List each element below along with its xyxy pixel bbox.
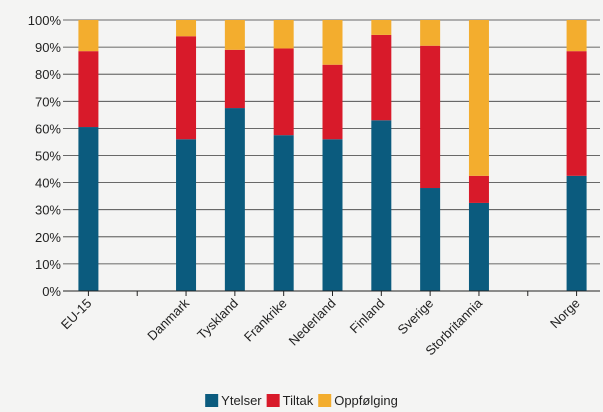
- bar-segment: [371, 20, 392, 35]
- x-tick-label: Tyskland: [194, 296, 241, 343]
- bar-segment: [273, 20, 294, 49]
- y-tick-label: 10%: [35, 257, 61, 272]
- y-tick-label: 20%: [35, 230, 61, 245]
- bar-segment: [420, 45, 441, 189]
- bar-segment: [78, 51, 99, 128]
- bar-segment: [273, 135, 294, 291]
- bar-segment: [420, 188, 441, 291]
- y-tick-label: 100%: [28, 13, 62, 28]
- bar-segment: [224, 20, 245, 50]
- legend-swatch: [318, 394, 332, 407]
- bar-segment: [371, 34, 392, 121]
- x-tick-label: EU-15: [58, 296, 95, 333]
- y-tick-label: 60%: [35, 121, 61, 136]
- y-tick-label: 90%: [35, 40, 61, 55]
- bar-segment: [566, 20, 587, 52]
- bar-segment: [468, 202, 489, 291]
- y-tick-label: 80%: [35, 67, 61, 82]
- bar-segment: [371, 120, 392, 292]
- legend-label: Tiltak: [283, 393, 314, 408]
- legend: Ytelser Tiltak Oppfølging: [205, 393, 398, 408]
- bar-segment: [273, 48, 294, 136]
- x-tick-label: Nederland: [286, 296, 339, 349]
- x-tick-label: Sverige: [394, 296, 436, 338]
- legend-swatch: [266, 394, 280, 407]
- bar-segment: [566, 51, 587, 176]
- bar-segment: [224, 49, 245, 109]
- x-tick-label: Danmark: [144, 295, 192, 343]
- bar-segment: [322, 64, 343, 140]
- x-tick-label: Finland: [347, 296, 388, 337]
- bar-segment: [566, 175, 587, 291]
- x-tick-label: Frankrike: [241, 296, 290, 345]
- legend-label: Ytelser: [221, 393, 262, 408]
- bar-segment: [224, 108, 245, 291]
- bar-segment: [176, 20, 197, 37]
- bar-segment: [78, 127, 99, 291]
- legend-label: Oppfølging: [334, 393, 398, 408]
- bar-segment: [420, 20, 441, 46]
- bar-segment: [176, 139, 197, 291]
- bar-segment: [78, 20, 99, 52]
- legend-swatch: [205, 394, 219, 407]
- y-tick-label: 50%: [35, 149, 61, 164]
- bar-segment: [468, 20, 489, 176]
- bar-segment: [322, 139, 343, 291]
- x-tick-label: Norge: [547, 296, 583, 332]
- y-axis-tick-labels: 0% 10% 20% 30% 40% 50% 60% 70% 80% 90% 100%: [28, 13, 62, 299]
- bar-segment: [468, 175, 489, 203]
- bar-segment: [322, 20, 343, 65]
- bar-segment: [176, 36, 197, 140]
- y-tick-label: 0%: [42, 284, 61, 299]
- y-tick-label: 40%: [35, 176, 61, 191]
- y-tick-label: 70%: [35, 94, 61, 109]
- bars: [78, 20, 587, 292]
- y-tick-label: 30%: [35, 203, 61, 218]
